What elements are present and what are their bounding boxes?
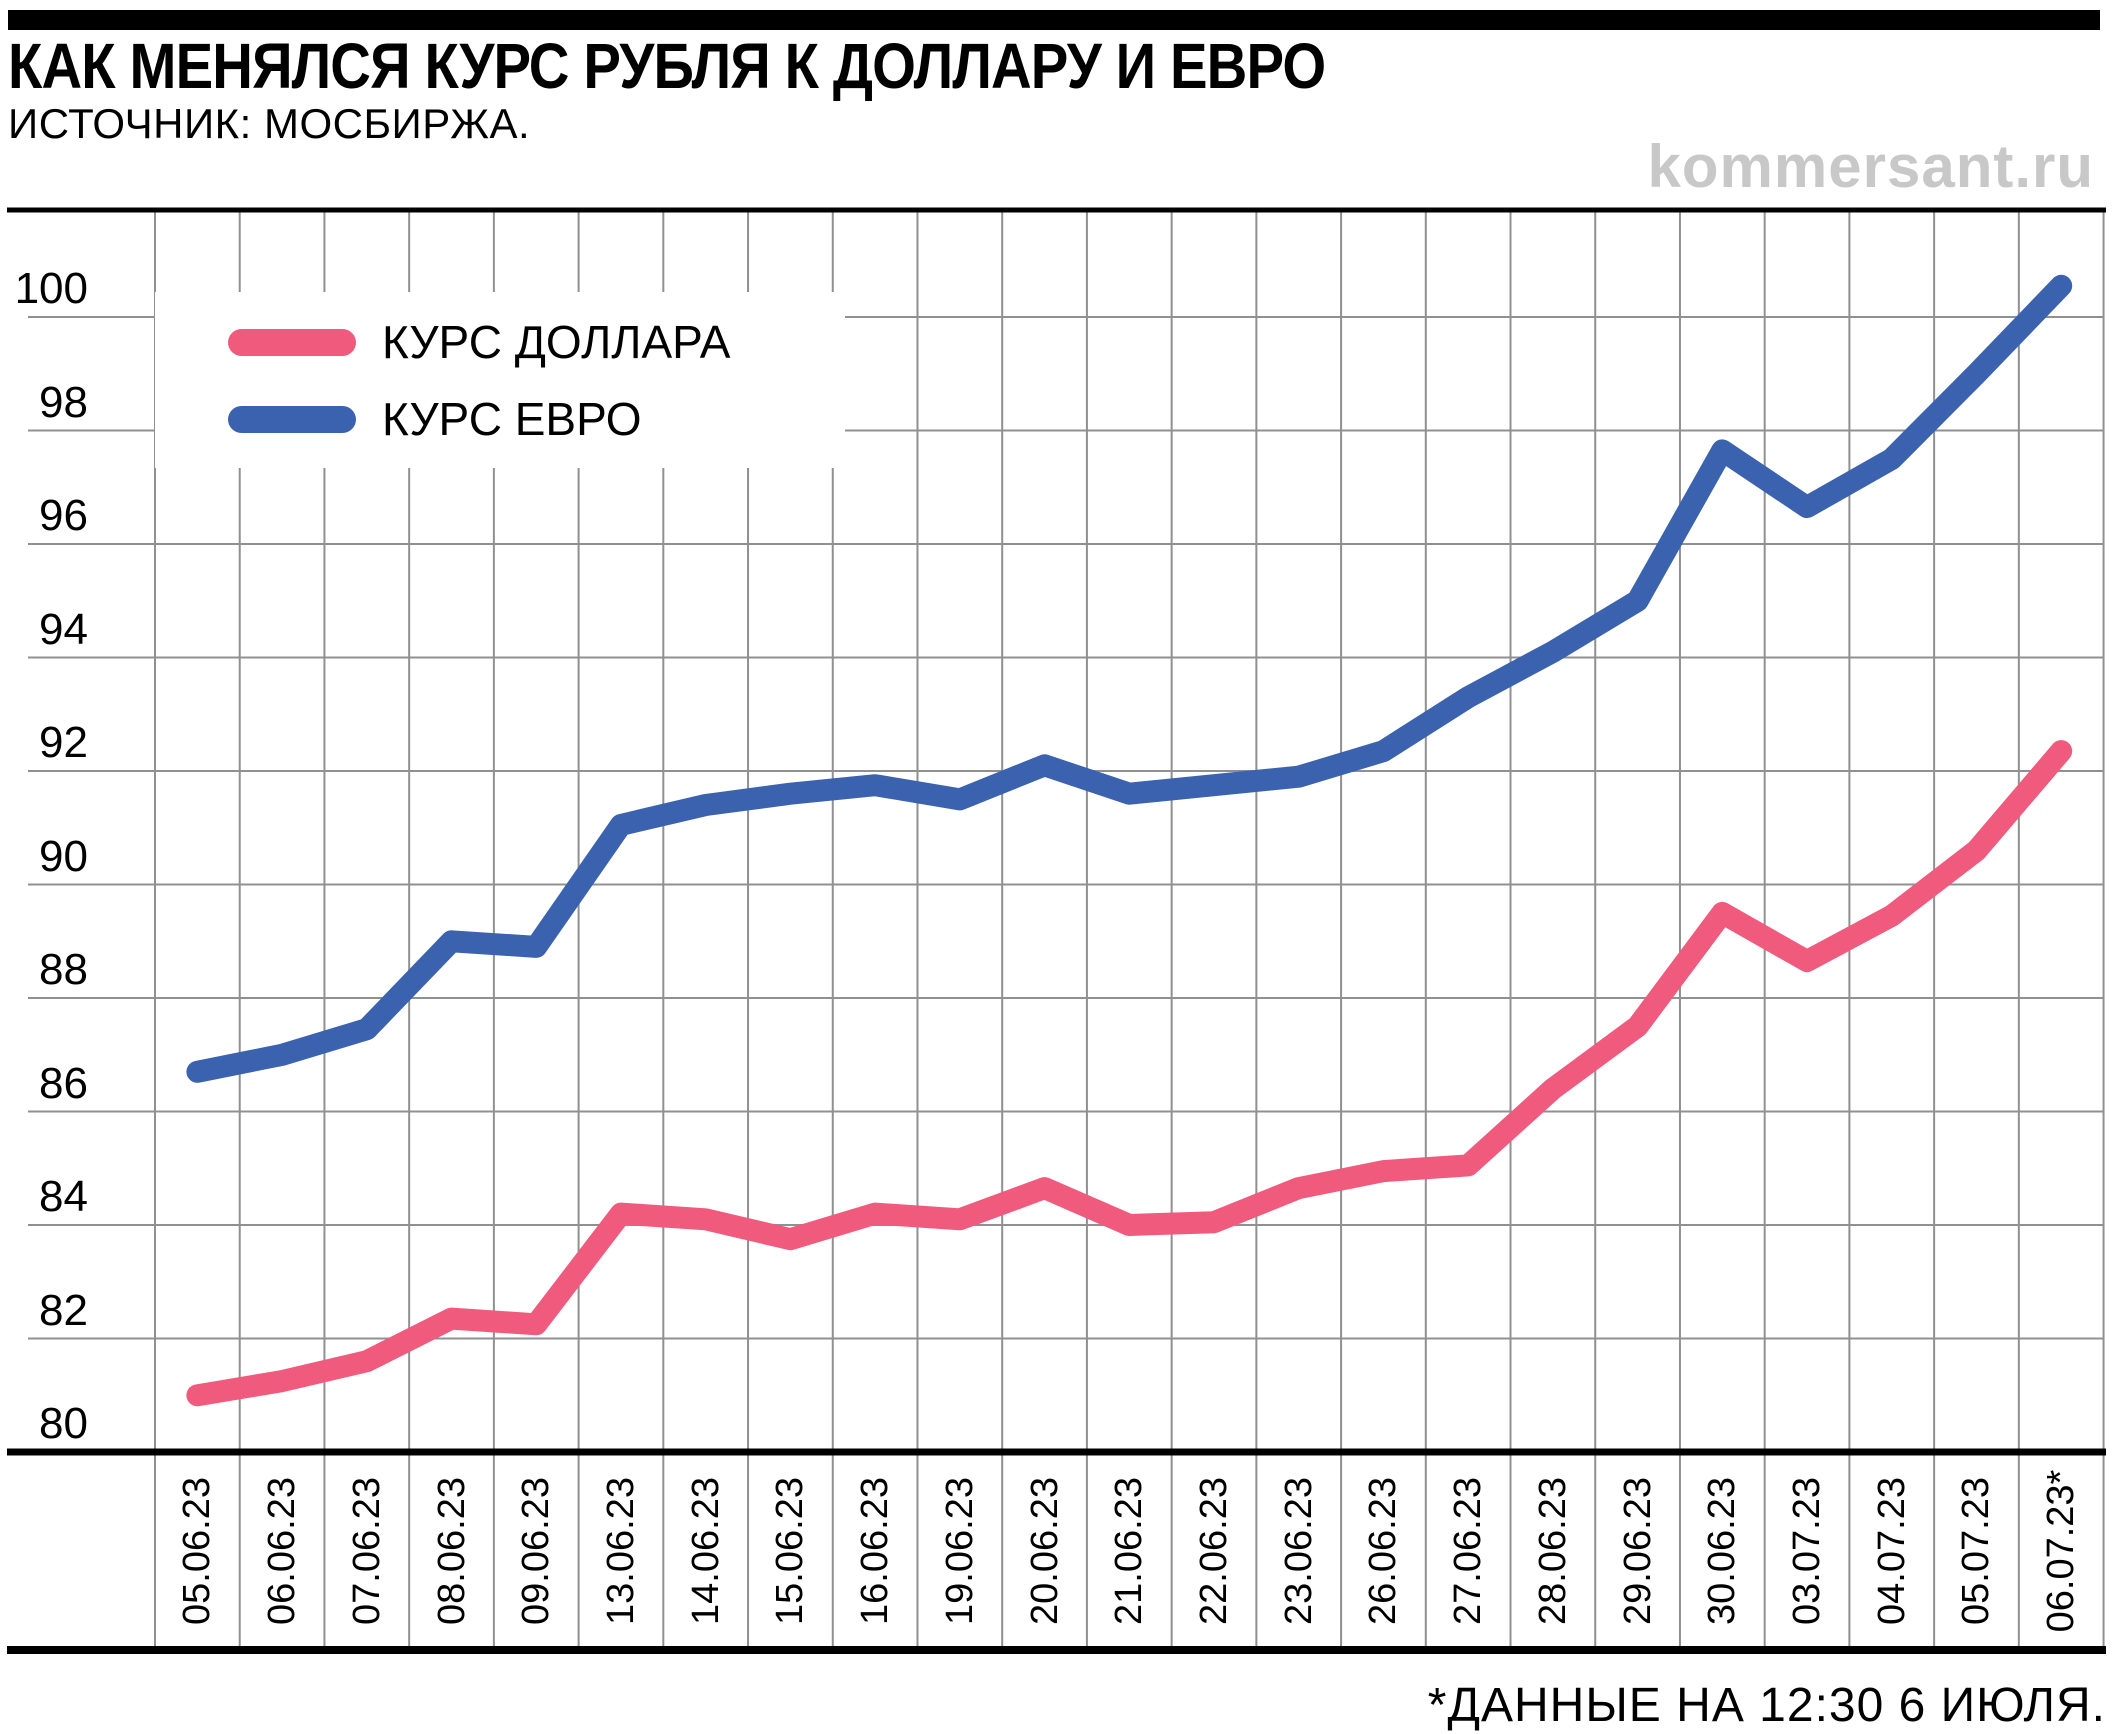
x-axis-label: 06.07.23* <box>2040 1469 2083 1633</box>
x-axis-label: 14.06.23 <box>684 1477 727 1625</box>
x-axis-label: 08.06.23 <box>430 1477 473 1625</box>
y-axis-label: 98 <box>39 377 88 427</box>
eur-line-swatch <box>228 405 356 433</box>
x-axis-label: 30.06.23 <box>1701 1477 1744 1625</box>
x-axis-label: 07.06.23 <box>345 1477 388 1625</box>
x-axis-label: 15.06.23 <box>769 1477 812 1625</box>
top-bar <box>8 10 2100 30</box>
x-axis-label: 05.06.23 <box>176 1477 219 1625</box>
x-axis-label: 13.06.23 <box>599 1477 642 1625</box>
x-axis-label: 23.06.23 <box>1277 1477 1320 1625</box>
source-label: ИСТОЧНИК: МОСБИРЖА. <box>8 100 531 147</box>
y-axis-label: 88 <box>39 945 88 994</box>
legend-item-eur: КУРС ЕВРО <box>155 396 642 442</box>
x-axis-label: 26.06.23 <box>1362 1477 1405 1625</box>
x-axis-label: 22.06.23 <box>1193 1477 1235 1625</box>
x-axis-label: 19.06.23 <box>938 1477 981 1625</box>
x-axis-label: 21.06.23 <box>1108 1477 1151 1625</box>
y-axis-label: 86 <box>39 1058 88 1108</box>
y-axis-label: 100 <box>14 264 88 313</box>
y-axis-label: 92 <box>39 718 88 767</box>
usd-line-swatch <box>228 328 356 356</box>
x-axis-label: 28.06.23 <box>1531 1477 1574 1625</box>
x-axis-label: 27.06.23 <box>1447 1477 1490 1625</box>
legend-label-eur: КУРС ЕВРО <box>382 393 642 445</box>
y-axis-label: 80 <box>39 1399 88 1448</box>
x-axis-label: 20.06.23 <box>1023 1477 1066 1625</box>
page-title: КАК МЕНЯЛСЯ КУРС РУБЛЯ К ДОЛЛАРУ И ЕВРО <box>8 30 1326 102</box>
x-axis-label: 29.06.23 <box>1616 1477 1659 1625</box>
x-axis-label: 04.07.23 <box>1870 1477 1913 1625</box>
x-axis-label: 03.07.23 <box>1786 1477 1829 1625</box>
y-axis-label: 84 <box>39 1172 88 1221</box>
footnote: *ДАННЫЕ НА 12:30 6 ИЮЛЯ. <box>1427 1679 2106 1732</box>
legend-label-usd: КУРС ДОЛЛАРА <box>382 316 731 368</box>
eur-rate-line <box>186 274 2073 1083</box>
y-axis-label: 94 <box>39 604 88 654</box>
x-axis-label: 05.07.23 <box>1955 1477 1998 1625</box>
legend: КУРС ДОЛЛАРА КУРС ЕВРО <box>155 292 845 468</box>
y-axis-label: 90 <box>39 831 88 881</box>
usd-rate-line <box>186 740 2073 1407</box>
x-axis-label: 09.06.23 <box>515 1477 558 1625</box>
x-axis-label: 06.06.23 <box>261 1477 304 1625</box>
watermark: kommersant.ru <box>1647 133 2094 200</box>
legend-item-usd: КУРС ДОЛЛАРА <box>155 319 730 365</box>
y-axis-label: 96 <box>39 491 88 540</box>
y-axis-label: 82 <box>39 1285 88 1335</box>
x-axis-label: 16.06.23 <box>854 1477 897 1625</box>
